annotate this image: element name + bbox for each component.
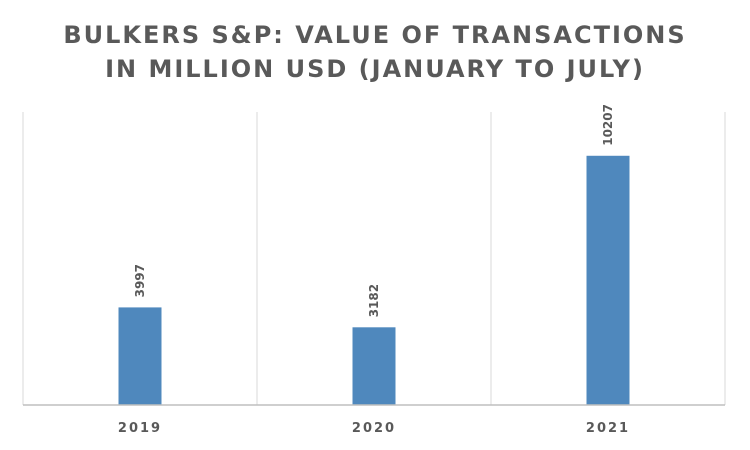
data-label-2020: 3182 (367, 284, 381, 317)
chart-title-line-2: IN MILLION USD (JANUARY TO JULY) (105, 55, 645, 83)
gridlines (22, 112, 726, 405)
x-tick-labels: 2019 2020 2021 (118, 421, 630, 436)
x-tick-label-2019: 2019 (118, 421, 162, 436)
bar-2021 (586, 155, 630, 405)
data-label-2021: 10207 (601, 104, 615, 146)
x-tick-label-2021: 2021 (586, 421, 630, 436)
data-label-2019: 3997 (133, 264, 147, 297)
bar-2019 (118, 307, 162, 405)
bars (118, 155, 630, 405)
bar-2020 (352, 327, 396, 405)
chart-title: BULKERS S&P: VALUE OF TRANSACTIONS IN MI… (0, 18, 750, 86)
chart-title-line-1: BULKERS S&P: VALUE OF TRANSACTIONS (63, 21, 687, 49)
x-tick-label-2020: 2020 (352, 421, 396, 436)
data-labels: 3997 3182 10207 (133, 104, 615, 317)
